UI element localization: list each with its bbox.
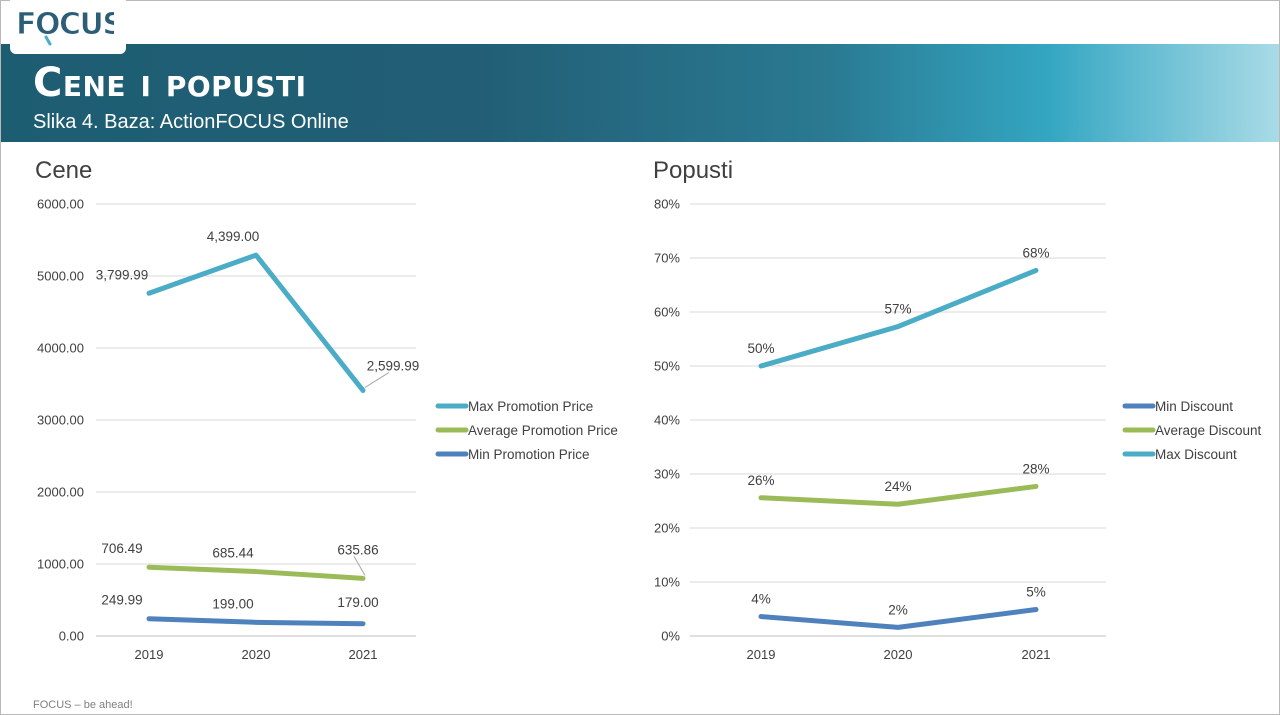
data-label: 179.00 — [337, 595, 378, 610]
data-point — [760, 615, 762, 618]
data-point — [897, 626, 899, 629]
y-tick-label: 5000.00 — [37, 269, 84, 284]
legend-label: Min Promotion Price — [468, 447, 590, 462]
data-label: 4% — [751, 592, 771, 607]
chart-title-popusti: Popusti — [653, 157, 734, 184]
y-tick-label: 0.00 — [59, 629, 84, 644]
page-subtitle: Slika 4. Baza: ActionFOCUS Online — [33, 111, 349, 133]
chart-title-cene: Cene — [35, 157, 93, 184]
header-banner — [1, 44, 1279, 142]
page-title: Cene i popusti — [33, 60, 307, 106]
data-point — [760, 365, 762, 367]
data-point — [148, 566, 150, 569]
y-tick-label: 50% — [654, 359, 680, 374]
y-tick-label: 60% — [654, 305, 680, 320]
data-point — [897, 325, 899, 328]
y-tick-label: 6000.00 — [37, 197, 84, 212]
data-label: 635.86 — [337, 542, 378, 557]
data-point — [1035, 269, 1037, 272]
data-point — [897, 503, 899, 506]
y-tick-label: 70% — [654, 251, 680, 266]
y-tick-label: 0% — [661, 629, 680, 644]
data-label: 24% — [884, 479, 911, 494]
data-point — [1035, 485, 1037, 488]
data-point — [760, 496, 762, 499]
data-label: 57% — [884, 302, 911, 317]
logo-text: FOCUS — [16, 7, 114, 42]
logo-tab — [10, 0, 126, 54]
data-label: 706.49 — [101, 541, 142, 556]
y-tick-label: 20% — [654, 521, 680, 536]
y-tick-label: 3000.00 — [37, 413, 84, 428]
y-tick-label: 80% — [654, 197, 680, 212]
legend-label: Average Promotion Price — [468, 423, 618, 438]
data-label: 2% — [888, 602, 908, 617]
data-point — [362, 622, 364, 625]
data-label: 2,599.99 — [367, 358, 420, 373]
data-label: 199.00 — [212, 596, 253, 611]
chart-popusti: 0% 10% 20% 30% 40% 50% 60% 70% 80% 2019 2020 2021 4%… — [654, 197, 1262, 663]
data-point — [255, 254, 257, 257]
logo-lens-handle — [44, 35, 52, 46]
data-point — [148, 617, 150, 620]
label-leader-line — [364, 372, 390, 388]
data-label: 28% — [1022, 461, 1049, 476]
x-tick-label: 2019 — [747, 647, 776, 662]
chart-cene: 0.00 1000.00 2000.00 3000.00 4000.00 5000.00 6… — [37, 197, 618, 663]
x-tick-label: 2021 — [1022, 647, 1051, 662]
y-tick-label: 40% — [654, 413, 680, 428]
data-point — [148, 292, 150, 295]
data-label: 249.99 — [101, 593, 142, 608]
y-tick-label: 10% — [654, 575, 680, 590]
y-tick-label: 2000.00 — [37, 485, 84, 500]
data-label: 4,399.00 — [207, 229, 260, 244]
focus-logo: FOCUS — [16, 7, 114, 46]
data-point — [255, 621, 257, 624]
y-tick-label: 4000.00 — [37, 341, 84, 356]
label-leader-line — [353, 556, 366, 576]
legend-label: Min Discount — [1155, 399, 1233, 414]
y-tick-label: 30% — [654, 467, 680, 482]
x-tick-label: 2019 — [135, 647, 164, 662]
data-point — [255, 570, 257, 573]
data-point — [1035, 608, 1037, 611]
legend-label: Max Discount — [1155, 447, 1237, 462]
data-label: 50% — [747, 341, 774, 356]
legend-label: Max Promotion Price — [468, 399, 593, 414]
data-point — [362, 577, 364, 580]
footer-text: FOCUS – be ahead! — [33, 699, 133, 711]
series-line — [758, 267, 1039, 369]
series-line — [146, 564, 366, 581]
data-label: 26% — [747, 473, 774, 488]
data-label: 68% — [1022, 245, 1049, 260]
data-label: 685.44 — [212, 546, 254, 561]
series-line — [146, 252, 366, 393]
data-label: 3,799.99 — [96, 267, 149, 282]
data-point — [362, 389, 364, 392]
legend-label: Average Discount — [1155, 423, 1262, 438]
x-tick-label: 2021 — [349, 647, 378, 662]
x-tick-label: 2020 — [242, 647, 271, 662]
data-label: 5% — [1026, 585, 1046, 600]
y-tick-label: 1000.00 — [37, 557, 84, 572]
x-tick-label: 2020 — [884, 647, 913, 662]
